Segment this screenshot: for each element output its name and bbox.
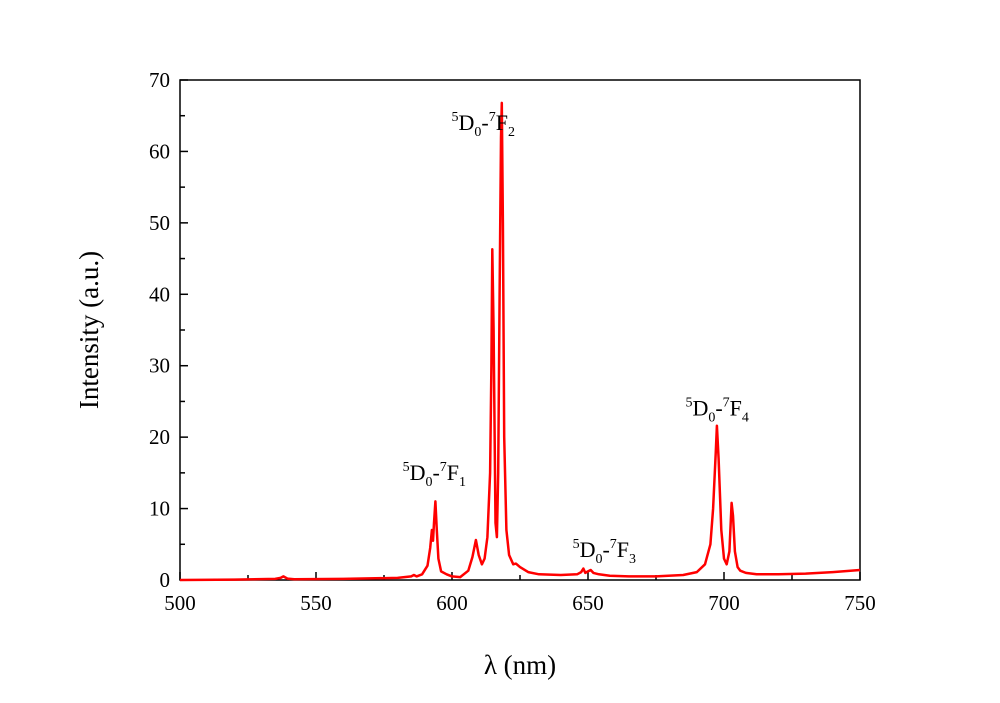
peak-annotations: 5D0-7F1 5D0-7F2 5D0-7F3 5D0-7F4: [403, 110, 749, 567]
x-tick-label: 700: [708, 591, 740, 615]
x-tick-label: 750: [844, 591, 876, 615]
transition-label: 5D0-7F3: [573, 537, 636, 567]
y-tick-label: 60: [149, 139, 170, 163]
transition-label: 5D0-7F1: [403, 460, 466, 490]
y-tick-label: 10: [149, 497, 170, 521]
y-tick-label: 70: [149, 68, 170, 92]
y-axis-title: Intensity (a.u.): [74, 251, 104, 409]
transition-label: 5D0-7F4: [685, 396, 748, 426]
x-tick-label: 500: [164, 591, 196, 615]
plot-frame: [179, 79, 861, 581]
y-tick-label: 0: [160, 568, 171, 592]
transition-label: 5D0-7F2: [452, 110, 515, 140]
y-tick-label: 30: [149, 354, 170, 378]
series-group: [179, 101, 861, 582]
tick-labels: 500 550 600 650 700 750 0 10 20 30 40 50 60 70: [149, 68, 876, 615]
spectrum-line: [179, 101, 861, 582]
y-tick-label: 50: [149, 211, 170, 235]
x-axis-title: λ (nm): [484, 650, 556, 680]
axis-ticks: [179, 79, 861, 581]
x-tick-label: 650: [572, 591, 604, 615]
x-tick-label: 600: [436, 591, 468, 615]
y-tick-label: 20: [149, 425, 170, 449]
x-tick-label: 550: [300, 591, 332, 615]
y-tick-label: 40: [149, 282, 170, 306]
